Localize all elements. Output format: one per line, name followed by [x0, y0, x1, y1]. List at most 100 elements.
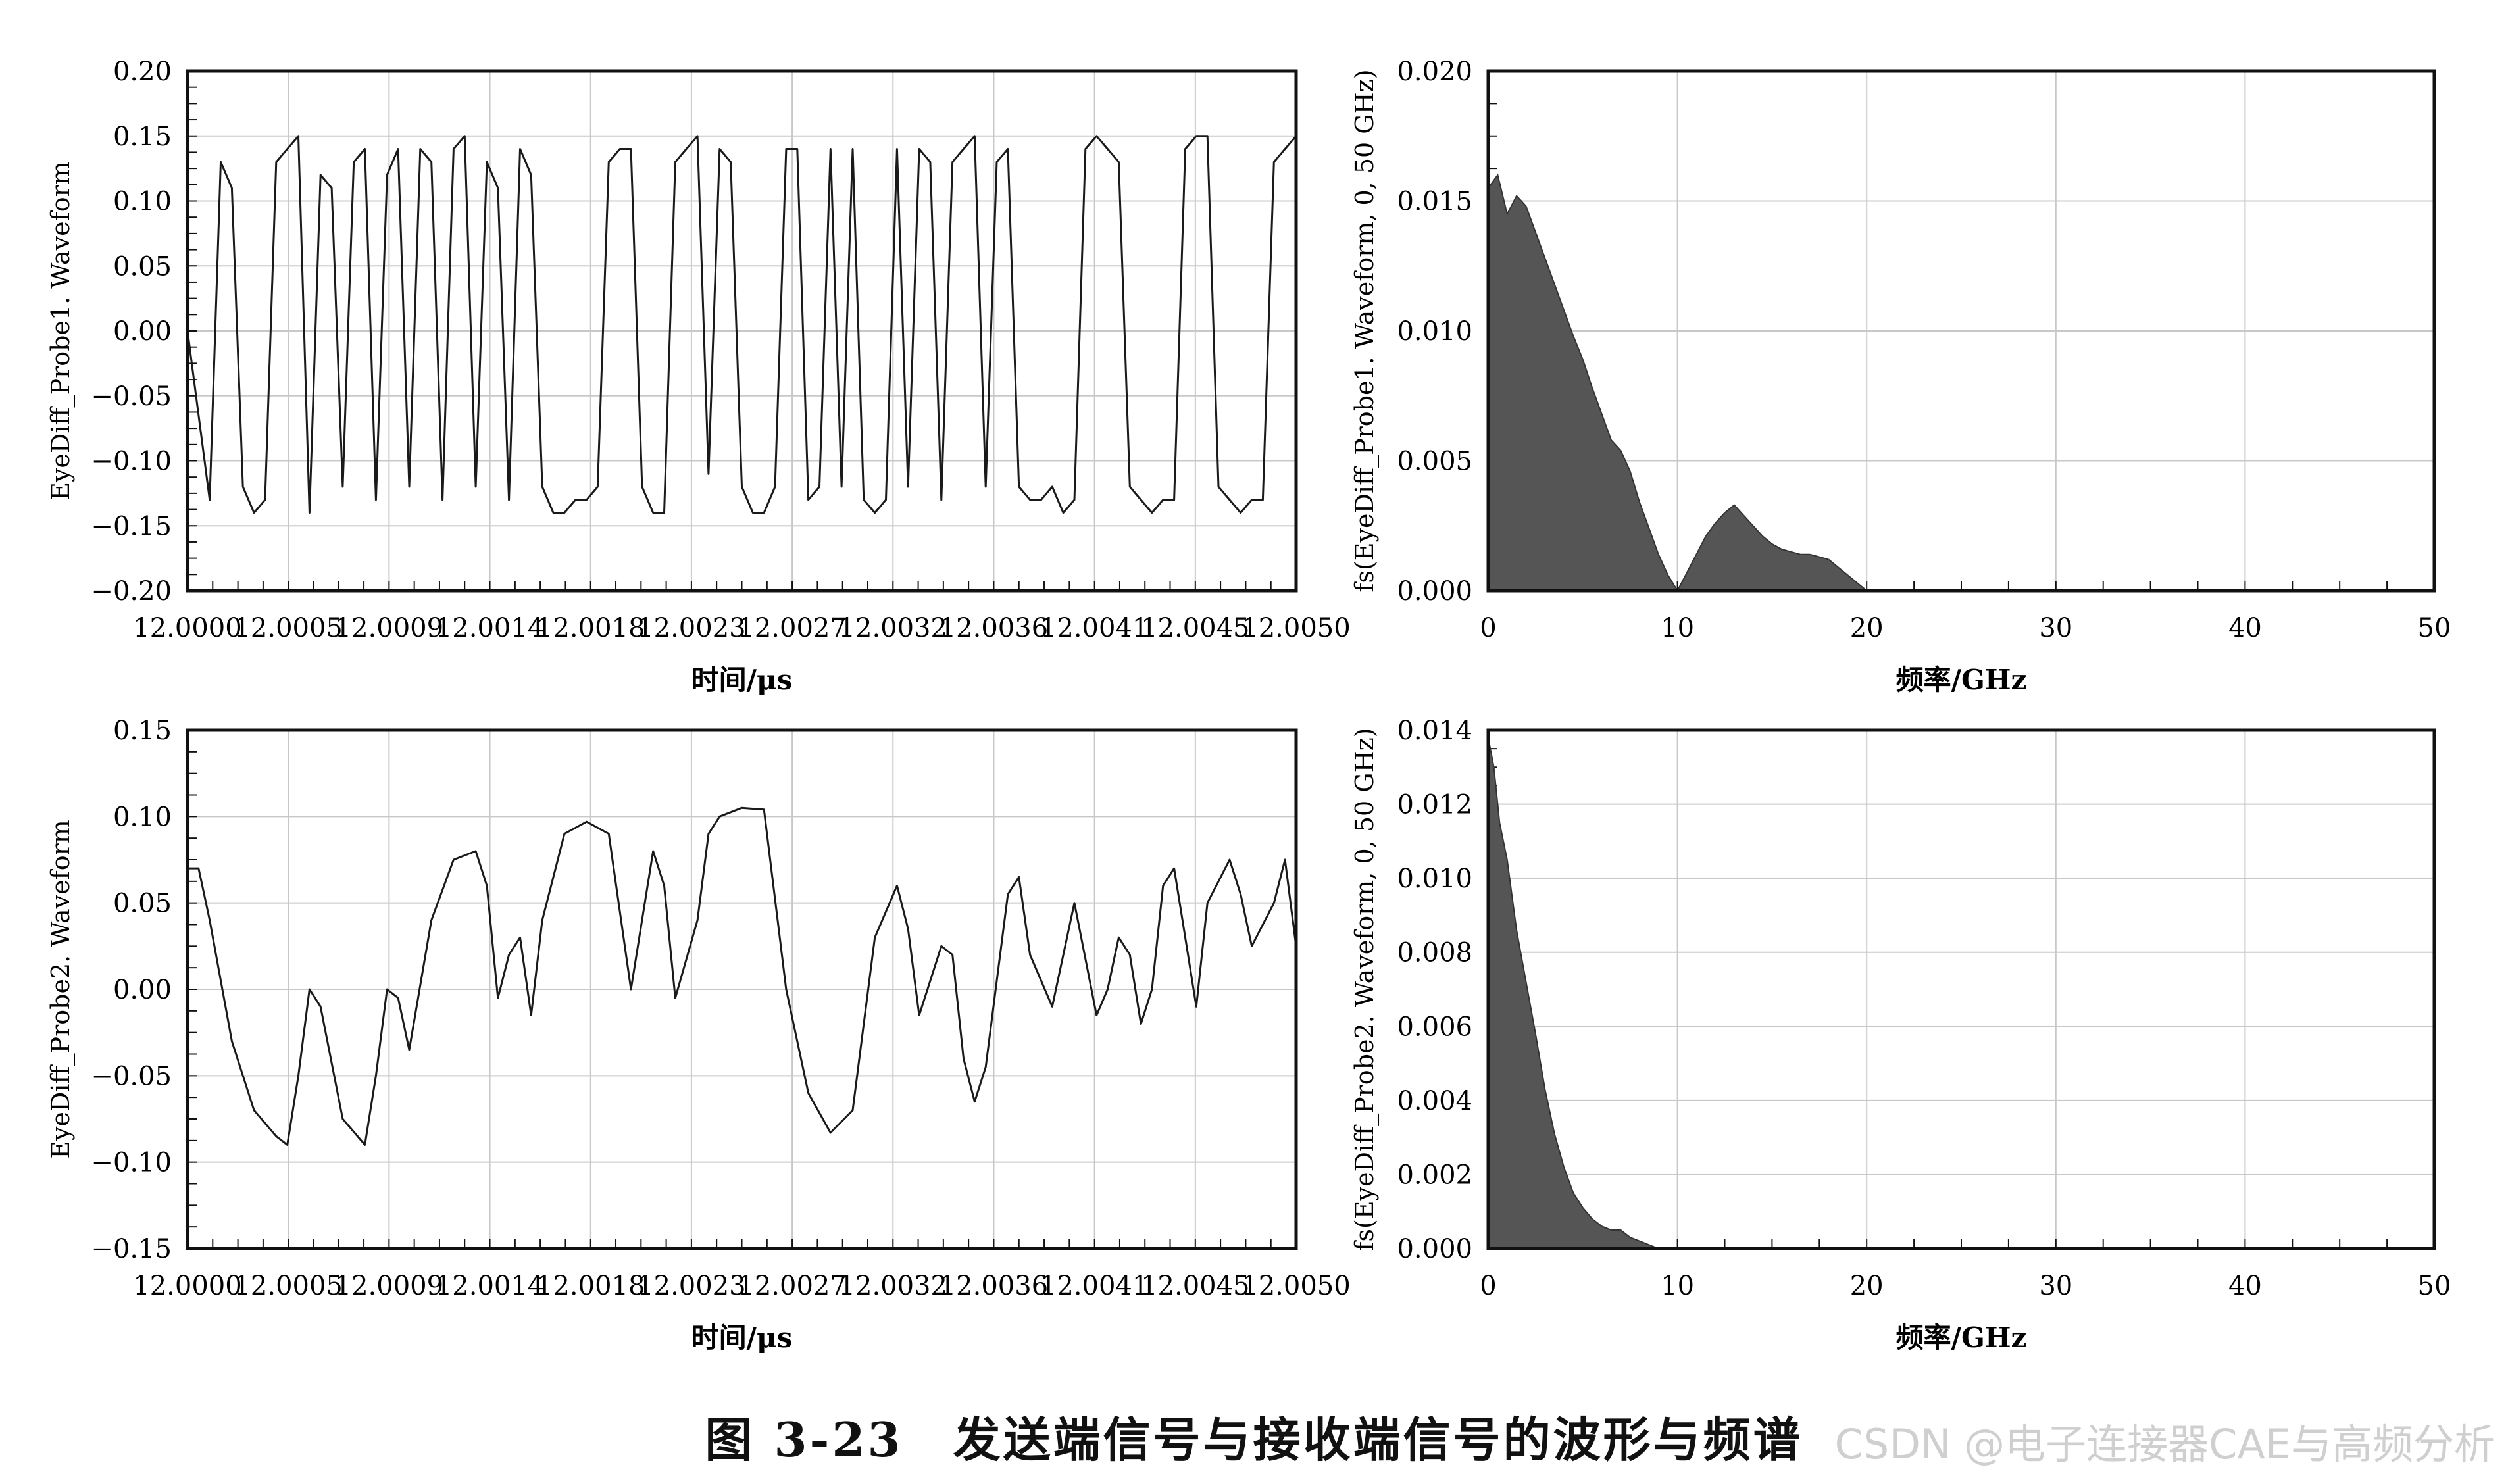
x-tick-label: 12.0027 [738, 613, 846, 643]
x-tick-label: 12.0014 [436, 613, 544, 643]
x-tick-label: 40 [2228, 1271, 2262, 1301]
data-point [1499, 822, 1500, 824]
x-tick-label: 12.0014 [436, 1271, 544, 1301]
data-point [497, 997, 499, 999]
data-point [630, 989, 632, 990]
data-point [1818, 556, 1820, 558]
spectrum-area [1488, 173, 2434, 593]
x-axis-label: 频率/GHz [1896, 1322, 2027, 1354]
data-point [974, 1101, 975, 1102]
data-point [1151, 512, 1153, 513]
x-tick-label: 50 [2418, 1271, 2451, 1301]
data-point [1118, 937, 1119, 938]
x-tick-label: 20 [1850, 1271, 1884, 1301]
data-point [874, 937, 876, 938]
y-tick-label: 0.000 [1397, 1234, 1472, 1264]
y-tick-label: 0.008 [1397, 938, 1472, 968]
data-point [1007, 894, 1009, 895]
data-point [1620, 450, 1621, 451]
y-tick-label: −0.15 [91, 1234, 172, 1264]
data-point [1828, 559, 1830, 560]
data-point [530, 1014, 532, 1016]
plot-frame [186, 69, 1298, 593]
data-point [530, 174, 532, 176]
data-point [309, 512, 310, 513]
data-point [409, 1049, 410, 1051]
x-tick-label: 12.0036 [940, 1271, 1048, 1301]
y-tick-label: 0.020 [1397, 57, 1472, 87]
x-tick-label: 10 [1661, 1271, 1694, 1301]
data-point [664, 885, 665, 886]
data-point [1493, 766, 1495, 768]
waveform-line [186, 135, 1297, 514]
x-tick-label: 12.0023 [637, 1271, 745, 1301]
data-point [1572, 335, 1574, 337]
x-tick-label: 12.0032 [839, 1271, 947, 1301]
x-tick-label: 12.0027 [738, 1271, 846, 1301]
x-tick-label: 12.0050 [1241, 613, 1350, 643]
data-point [1151, 989, 1153, 990]
data-point [1847, 574, 1848, 576]
data-point [808, 499, 809, 501]
x-tick-label: 12.0000 [133, 1271, 241, 1301]
x-axis-label: 时间/μs [691, 664, 793, 696]
y-tick-label: 0.000 [1397, 576, 1472, 606]
data-point [320, 1006, 321, 1007]
data-point [708, 833, 709, 835]
data-point [1074, 499, 1075, 501]
data-point [198, 868, 199, 869]
y-tick-label: 0.00 [113, 316, 172, 347]
x-tick-label: 12.0032 [839, 613, 947, 643]
data-point [1695, 554, 1697, 555]
data-point [963, 1058, 964, 1059]
y-tick-label: 0.010 [1397, 864, 1472, 894]
data-point [1592, 1218, 1593, 1220]
x-tick-label: 20 [1850, 613, 1884, 643]
y-tick-label: 0.15 [113, 716, 172, 746]
waveform-line [188, 806, 1297, 1146]
data-point [1838, 566, 1839, 568]
x-tick-label: 12.0023 [637, 613, 745, 643]
x-tick-label: 12.0009 [335, 613, 443, 643]
data-point [674, 997, 676, 999]
data-point [1809, 554, 1811, 555]
y-tick-label: 0.10 [113, 802, 172, 832]
chart-panel-3: 12.000012.000512.000912.001412.001812.00… [46, 716, 1351, 1354]
chart-panel-2: 0 10 20 30 40 50 0.020 0.015 0.010 0.005 0.000 频率/G… [1350, 57, 2451, 696]
x-tick-label: 12.0050 [1241, 1271, 1350, 1301]
y-tick-label: 0.004 [1397, 1086, 1472, 1116]
x-tick-label: 12.0018 [536, 613, 645, 643]
data-point [575, 499, 576, 501]
data-point [497, 187, 499, 189]
data-point [1658, 554, 1659, 555]
y-axis-label: fs(EyeDiff_Probe2. Waveform, 0, 50 GHz) [1350, 728, 1380, 1250]
data-point [553, 512, 554, 513]
plot-frame [186, 728, 1298, 1250]
data-point [1018, 876, 1020, 878]
x-tick-label: 30 [2039, 1271, 2072, 1301]
data-point [1724, 512, 1725, 513]
y-tick-label: −0.10 [91, 447, 172, 477]
y-tick-label: 0.05 [113, 889, 172, 919]
x-tick-label: 12.0036 [940, 613, 1048, 643]
data-point [209, 499, 211, 501]
y-tick-label: 0.002 [1397, 1160, 1472, 1190]
y-tick-label: 0.014 [1397, 716, 1472, 746]
data-point [874, 512, 876, 513]
x-tick-label: 40 [2228, 613, 2262, 643]
data-point [1107, 989, 1109, 990]
y-tick-label: 0.05 [113, 251, 172, 282]
x-tick-label: 30 [2039, 613, 2072, 643]
y-axis-label: EyeDiff_Probe1. Waveform [46, 161, 76, 501]
data-point [1743, 514, 1744, 516]
data-point [342, 1118, 343, 1120]
data-point [1063, 512, 1064, 513]
x-tick-label: 0 [1480, 1271, 1496, 1301]
data-point [1195, 1006, 1197, 1007]
data-point [1535, 1033, 1536, 1035]
data-point [1790, 551, 1792, 553]
data-point [1240, 894, 1241, 895]
data-point [1251, 945, 1253, 947]
data-point [1251, 499, 1253, 501]
